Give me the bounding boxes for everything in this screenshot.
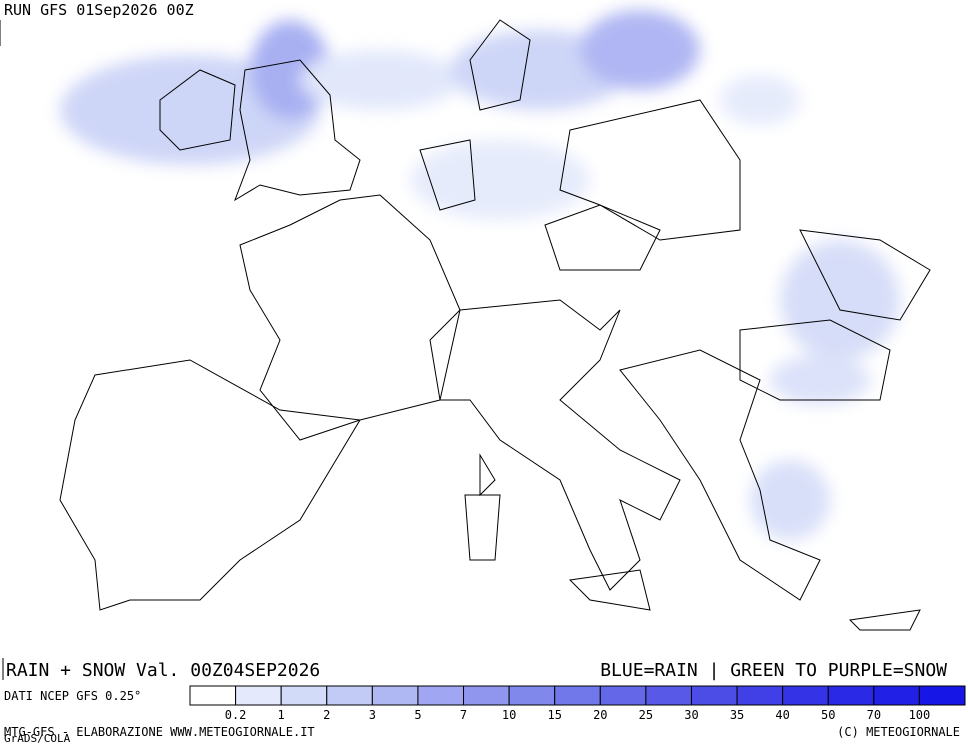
colorbar-label: 50: [821, 708, 835, 722]
colorbar-box: [417, 685, 465, 706]
colorbar: 0.2 1 2 3 5 7 10 15 20 25 30 35 40 50 70 100: [189, 685, 966, 722]
colorbar-label: 100: [909, 708, 931, 722]
colorbar-label: 25: [639, 708, 653, 722]
colorbar-label: 7: [460, 708, 467, 722]
colorbar-label: 2: [323, 708, 330, 722]
colorbar-box: [690, 685, 738, 706]
coastlines: [59, 19, 931, 631]
colorbar-label: 1: [278, 708, 285, 722]
title-right: BLUE=RAIN | GREEN TO PURPLE=SNOW: [600, 660, 947, 681]
colorbar-box: [463, 685, 510, 706]
colorbar-box: [645, 685, 692, 706]
colorbar-label: 0.2: [225, 708, 247, 722]
colorbar-box: [371, 685, 419, 706]
colorbar-box: [235, 685, 282, 706]
footer-right: (C) METEOGIORNALE: [837, 725, 960, 739]
colorbar-label: 15: [547, 708, 561, 722]
precipitation: [60, 10, 900, 540]
colorbar-label: 40: [775, 708, 789, 722]
colorbar-label: 10: [502, 708, 516, 722]
colorbar-box: [918, 685, 966, 706]
legend-source: DATI NCEP GFS 0.25°: [4, 689, 141, 703]
colorbar-box: [508, 685, 556, 706]
colorbar-box: [326, 685, 373, 706]
colorbar-label: 20: [593, 708, 607, 722]
colorbar-box: [827, 685, 875, 706]
colorbar-label: 70: [867, 708, 881, 722]
colorbar-box: [736, 685, 784, 706]
colorbar-box: [280, 685, 328, 706]
footer-left: MTG-GFS - ELABORAZIONE WWW.METEOGIORNALE…: [4, 725, 315, 739]
title-left: RAIN + SNOW Val. 00Z04SEP2026: [6, 660, 320, 681]
colorbar-label: 35: [730, 708, 744, 722]
colorbar-box: [873, 685, 920, 706]
credit: GrADS/COLA: [4, 732, 71, 745]
header-box: [0, 0, 226, 20]
colorbar-box: [599, 685, 647, 706]
colorbar-label: 30: [684, 708, 698, 722]
colorbar-box: [782, 685, 829, 706]
colorbar-box: [189, 685, 237, 706]
colorbar-label: 3: [369, 708, 376, 722]
run-label: RUN GFS 01Sep2026 00Z: [4, 1, 194, 19]
colorbar-label: 5: [414, 708, 421, 722]
colorbar-box: [554, 685, 601, 706]
